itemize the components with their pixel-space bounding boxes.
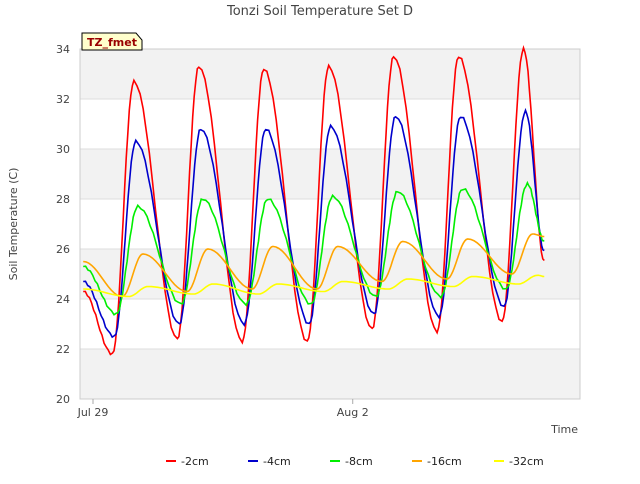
grid-band	[80, 149, 580, 199]
y-tick-label: 24	[56, 293, 70, 306]
x-axis-label: Time	[550, 423, 578, 436]
series-line-32cm	[83, 274, 545, 298]
plot-frame	[79, 48, 581, 400]
y-tick-label: 32	[56, 93, 70, 106]
legend-item: -2cm	[166, 455, 209, 468]
legend-label: -4cm	[263, 455, 291, 468]
x-tick-label: Aug 2	[337, 406, 369, 419]
legend-label: -8cm	[345, 455, 373, 468]
y-tick-label: 30	[56, 143, 70, 156]
y-tick-label: 26	[56, 243, 70, 256]
grid-band	[80, 349, 580, 399]
series-line-8cm	[83, 180, 545, 316]
legend-label: -32cm	[509, 455, 544, 468]
legend-item: -32cm	[494, 455, 544, 468]
series-line-4cm	[83, 107, 545, 339]
site-label-box: TZ_fmet	[81, 32, 143, 51]
x-tick-label: Jul 29	[77, 406, 109, 419]
series-line-2cm	[83, 44, 545, 356]
site-label: TZ_fmet	[87, 36, 137, 49]
y-tick-label: 20	[56, 393, 70, 406]
legend-label: -16cm	[427, 455, 462, 468]
legend-item: -16cm	[412, 455, 462, 468]
series-line-16cm	[83, 233, 545, 298]
legend-item: -4cm	[248, 455, 291, 468]
y-axis-label: Soil Temperature (C)	[7, 168, 20, 281]
legend-label: -2cm	[181, 455, 209, 468]
grid-band	[80, 49, 580, 99]
y-tick-label: 34	[56, 43, 70, 56]
y-tick-label: 22	[56, 343, 70, 356]
chart-title: Tonzi Soil Temperature Set D	[226, 4, 413, 19]
grid-band	[80, 249, 580, 299]
legend-item: -8cm	[330, 455, 373, 468]
y-tick-label: 28	[56, 193, 70, 206]
